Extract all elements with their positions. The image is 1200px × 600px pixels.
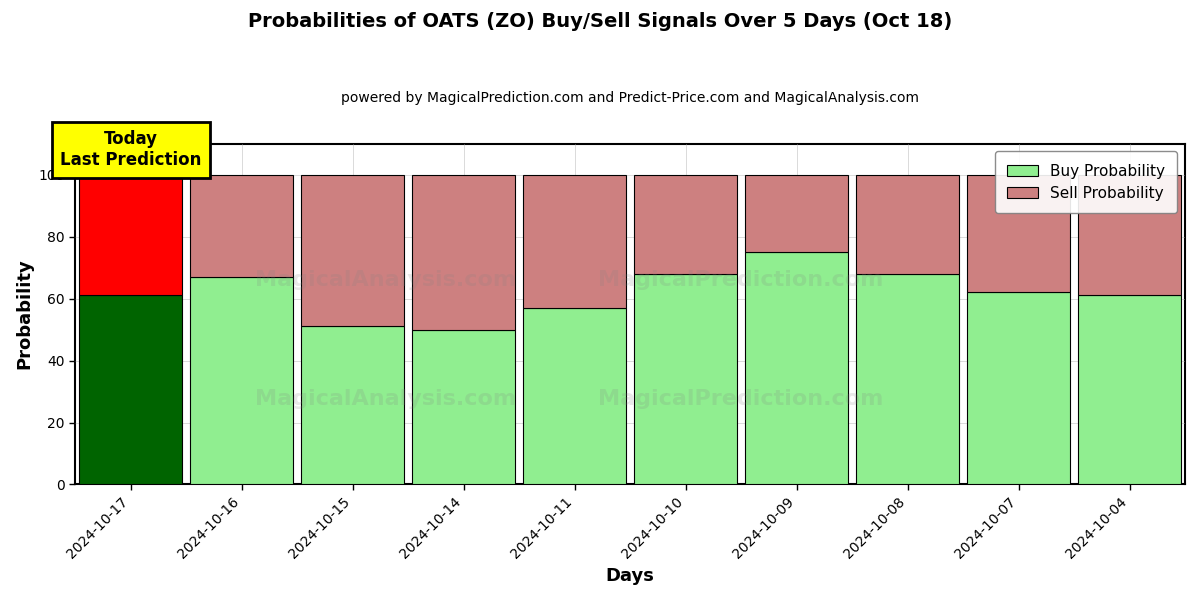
Bar [856, 175, 959, 274]
Bar [412, 329, 515, 484]
Bar [190, 175, 293, 277]
Bar [634, 274, 737, 484]
Text: MagicalAnalysis.com: MagicalAnalysis.com [256, 270, 517, 290]
Bar [79, 175, 182, 295]
Bar [1078, 175, 1181, 295]
Text: MagicalPrediction.com: MagicalPrediction.com [599, 270, 884, 290]
Bar [412, 175, 515, 329]
Title: powered by MagicalPrediction.com and Predict-Price.com and MagicalAnalysis.com: powered by MagicalPrediction.com and Pre… [341, 91, 919, 105]
Text: Probabilities of OATS (ZO) Buy/Sell Signals Over 5 Days (Oct 18): Probabilities of OATS (ZO) Buy/Sell Sign… [248, 12, 952, 31]
Bar [856, 274, 959, 484]
Text: MagicalAnalysis.com: MagicalAnalysis.com [256, 389, 517, 409]
Bar [523, 308, 626, 484]
X-axis label: Days: Days [606, 567, 655, 585]
Bar [301, 326, 404, 484]
Bar [967, 292, 1070, 484]
Text: Today
Last Prediction: Today Last Prediction [60, 130, 202, 169]
Text: MagicalPrediction.com: MagicalPrediction.com [599, 389, 884, 409]
Bar [190, 277, 293, 484]
Bar [745, 252, 848, 484]
Legend: Buy Probability, Sell Probability: Buy Probability, Sell Probability [995, 151, 1177, 214]
Bar [79, 295, 182, 484]
Bar [523, 175, 626, 308]
Bar [745, 175, 848, 252]
Bar [1078, 295, 1181, 484]
Y-axis label: Probability: Probability [14, 259, 32, 370]
Bar [967, 175, 1070, 292]
Bar [301, 175, 404, 326]
Bar [634, 175, 737, 274]
